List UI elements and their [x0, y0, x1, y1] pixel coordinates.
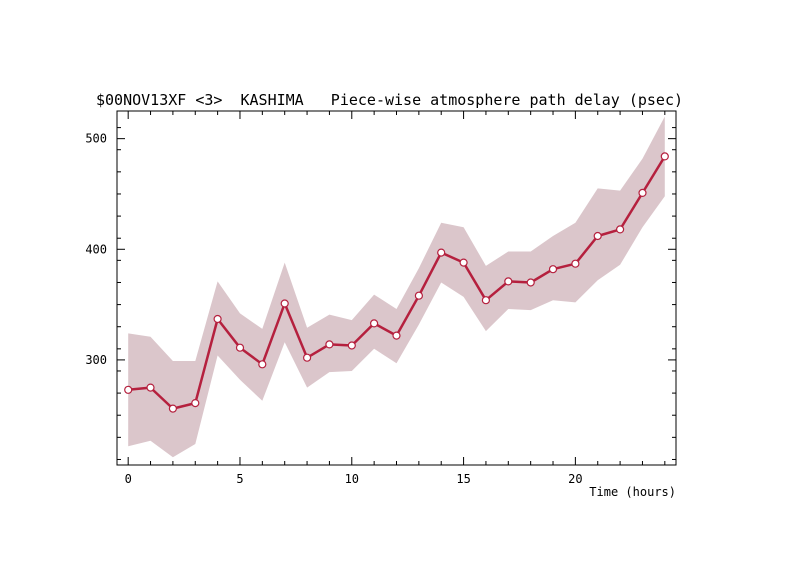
data-point	[392, 331, 401, 340]
data-point	[638, 188, 647, 197]
x-axis-label: Time (hours)	[589, 485, 676, 499]
data-point	[258, 360, 267, 369]
x-tick-label: 20	[568, 472, 582, 486]
x-tick-label: 0	[125, 472, 132, 486]
data-point	[481, 296, 490, 305]
data-point	[303, 353, 312, 362]
data-point	[191, 399, 200, 408]
data-point	[235, 343, 245, 352]
x-tick-label: 15	[456, 472, 470, 486]
uncertainty-band-layer	[128, 116, 665, 458]
y-tick-label: 400	[85, 242, 107, 256]
data-point	[548, 265, 558, 274]
data-point-layer	[124, 152, 669, 413]
data-point	[571, 259, 580, 268]
data-point	[615, 225, 625, 234]
data-point	[213, 314, 222, 324]
y-tick-label: 300	[85, 353, 107, 367]
x-tick-label: 10	[345, 472, 359, 486]
uncertainty-band	[128, 116, 665, 458]
data-point	[325, 340, 334, 349]
data-point	[660, 152, 669, 161]
data-point	[347, 341, 356, 350]
data-point	[168, 404, 177, 413]
y-tick-labels: 300 400 500	[85, 132, 107, 367]
data-point	[124, 385, 133, 394]
data-point	[593, 231, 602, 241]
data-point	[414, 291, 423, 300]
data-point	[370, 319, 379, 328]
data-point	[437, 248, 446, 257]
chart-title: $00NOV13XF <3> KASHIMA Piece-wise atmosp…	[96, 91, 683, 109]
y-tick-label: 500	[85, 132, 107, 146]
data-point	[504, 277, 513, 286]
data-point	[280, 299, 289, 308]
data-point	[459, 258, 468, 267]
x-tick-label: 5	[236, 472, 243, 486]
data-point	[146, 383, 155, 392]
x-tick-labels: 0 5 10 15 20	[125, 472, 583, 486]
tick-layer	[117, 111, 676, 465]
data-point	[526, 278, 535, 287]
